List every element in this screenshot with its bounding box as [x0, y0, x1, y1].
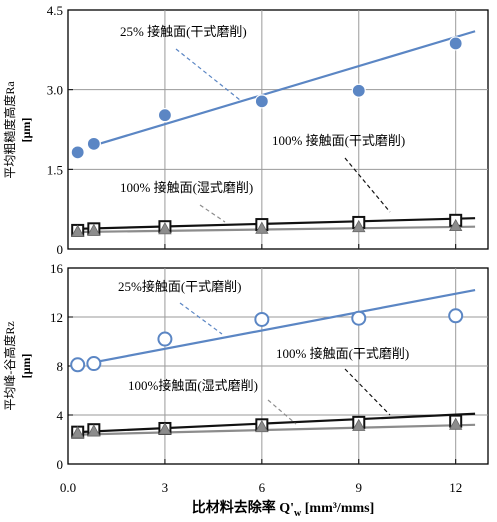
trend-line-gray: [77, 225, 476, 234]
data-point-triangle: [71, 426, 85, 439]
data-point-circle: [157, 108, 173, 123]
plot-area: [67, 9, 489, 250]
data-point-circle-open: [448, 308, 464, 324]
data-point-triangle: [158, 222, 172, 235]
y-tick-label: 0: [57, 242, 64, 257]
x-tick-label: 0.0: [60, 480, 76, 495]
panel-top: 0 1.5 3.0 4.5 平均粗糙度高度Ra [μm] 25% 接触面(干式磨削) 100%…: [2, 3, 489, 257]
data-point-triangle: [352, 219, 366, 233]
data-point-triangle: [158, 422, 172, 435]
y-tick-label: 4.5: [47, 3, 63, 18]
trend-line-blue: [93, 30, 476, 147]
y-tick-label: 16: [50, 261, 64, 276]
data-point-triangle: [87, 223, 101, 236]
annotation-label: 100% 接触面(湿式磨削): [120, 180, 253, 195]
y-tick-label: 0: [57, 457, 64, 472]
annotation-leader: [199, 204, 226, 223]
annotation-label: 100% 接触面(干式磨削): [276, 346, 409, 361]
trend-line-black: [77, 217, 476, 230]
y-tick-label: 8: [57, 359, 64, 374]
annotation-leader: [344, 368, 391, 416]
data-point-triangle: [449, 218, 463, 232]
data-point-triangle: [87, 424, 101, 437]
trend-line-blue: [93, 288, 476, 364]
data-point-circle: [86, 136, 101, 151]
data-point-circle-open: [86, 356, 102, 372]
data-point-circle-open: [351, 310, 367, 326]
y-axis-unit: [μm]: [19, 354, 33, 379]
x-tick-label: 12: [449, 480, 462, 495]
x-axis-label: 比材料去除率 Q'w [mm³/mms]: [192, 499, 375, 519]
x-axis-label-main: 比材料去除率 Q': [192, 499, 294, 516]
x-axis-label-sub: w: [294, 508, 302, 519]
trend-line-gray: [77, 423, 476, 436]
data-point-circle-open: [70, 357, 86, 373]
data-point-circle-open: [254, 311, 270, 327]
y-axis-label: 平均峰-谷高度Rz: [2, 321, 17, 410]
annotation-label: 100% 接触面(干式磨削): [272, 133, 405, 148]
annotation-leader: [179, 302, 223, 335]
y-axis-unit: [μm]: [19, 118, 33, 143]
data-point-circle: [351, 83, 366, 98]
data-point-triangle: [352, 418, 366, 431]
y-axis-label: 平均粗糙度高度Ra: [2, 81, 17, 179]
x-tick-label: 6: [259, 480, 266, 495]
panel-bottom: 0.0 3 6 9 12 0 4 8 12 16 平均峰-谷高度Rz [μm] 25%接触面(干式磨削)…: [2, 261, 489, 495]
data-point-triangle: [255, 221, 269, 234]
data-point-triangle: [449, 417, 463, 430]
y-tick-label: 1.5: [47, 162, 63, 177]
y-tick-label: 3.0: [47, 83, 63, 98]
data-point-circle: [70, 145, 85, 160]
trend-line-black: [77, 412, 476, 434]
annotation-label: 100%接触面(湿式磨削): [128, 378, 258, 393]
annotation-label: 25% 接触面(干式磨削): [120, 24, 247, 39]
x-tick-label: 3: [162, 480, 169, 495]
data-point-circle-open: [157, 331, 173, 347]
data-point-circle: [448, 36, 463, 51]
data-point-circle: [254, 94, 269, 109]
x-axis-label-unit: [mm³/mms]: [301, 501, 374, 516]
x-tick-label: 9: [356, 480, 363, 495]
data-point-triangle: [255, 419, 269, 433]
data-point-triangle: [71, 224, 85, 237]
y-tick-label: 12: [50, 310, 63, 325]
annotation-leader: [267, 399, 297, 425]
y-tick-label: 4: [57, 408, 64, 423]
annotation-leader: [344, 157, 391, 213]
annotation-label: 25%接触面(干式磨削): [118, 279, 242, 294]
